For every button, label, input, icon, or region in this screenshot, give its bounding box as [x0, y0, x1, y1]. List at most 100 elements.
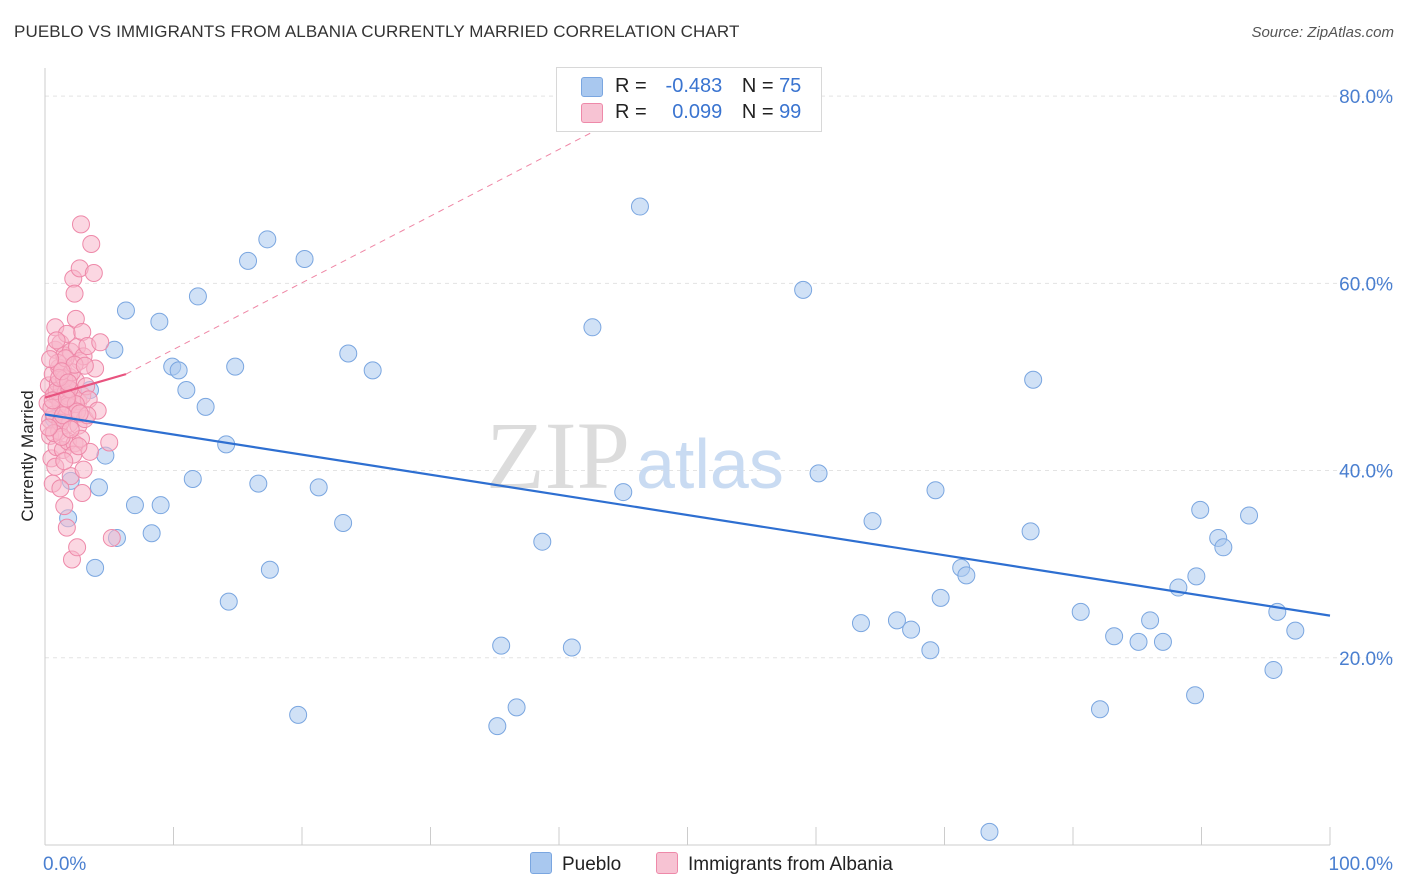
- series-legend-pueblo[interactable]: Pueblo: [530, 852, 621, 876]
- pueblo-point: [614, 483, 633, 502]
- albania-point: [68, 538, 87, 557]
- y-tick-label: 80.0%: [1339, 87, 1393, 108]
- pueblo-point: [1153, 632, 1172, 651]
- pueblo-point: [151, 496, 170, 515]
- pueblo-point: [116, 301, 135, 320]
- albania-point: [84, 264, 103, 283]
- albania-point: [57, 518, 76, 537]
- albania-swatch: [581, 102, 603, 123]
- y-tick-label: 40.0%: [1339, 462, 1393, 483]
- pueblo-point: [1090, 700, 1109, 719]
- pueblo-point: [169, 361, 188, 380]
- pueblo-point: [260, 560, 279, 579]
- pueblo-point: [188, 287, 207, 306]
- albania-point: [74, 460, 93, 479]
- pueblo-point: [142, 524, 161, 543]
- series-legend-albania[interactable]: Immigrants from Albania: [656, 852, 893, 876]
- watermark-atlas: atlas: [636, 425, 784, 503]
- albania-point: [71, 215, 90, 234]
- series-legend-pueblo-label: Pueblo: [562, 854, 622, 875]
- watermark: ZIP atlas: [486, 402, 784, 509]
- tick-labels: 20.0% 40.0% 60.0% 80.0% 0.0% 100.0%: [43, 87, 1393, 875]
- pueblo-point: [902, 620, 921, 639]
- legend-r-label: R =: [615, 75, 647, 97]
- pueblo-point: [630, 197, 649, 216]
- legend-r-value: -0.483: [665, 75, 723, 97]
- pueblo-point: [533, 532, 552, 551]
- pueblo-point: [289, 705, 308, 724]
- pueblo-point: [809, 464, 828, 483]
- albania-point: [100, 433, 119, 452]
- pueblo-point: [249, 474, 268, 493]
- pueblo-point: [196, 397, 215, 416]
- legend-row-pueblo: R = -0.483 N = 75: [581, 75, 801, 99]
- pueblo-point: [957, 566, 976, 585]
- pueblo-point: [488, 717, 507, 736]
- pueblo-point: [89, 478, 108, 497]
- pueblo-point: [1187, 567, 1206, 586]
- x-tick-label-max: 100.0%: [1329, 854, 1394, 875]
- y-tick-label: 20.0%: [1339, 649, 1393, 670]
- pueblo-point: [105, 340, 124, 359]
- pueblo-point: [334, 513, 353, 532]
- pueblo-point: [258, 230, 277, 249]
- legend-n-value: 99: [779, 101, 802, 123]
- pueblo-point: [239, 251, 258, 270]
- grid-lines: [45, 95, 1393, 659]
- pueblo-point: [309, 478, 328, 497]
- pueblo-point: [1024, 370, 1043, 389]
- pueblo-point: [863, 512, 882, 531]
- albania-trend-extension: [125, 95, 663, 375]
- pueblo-point: [583, 318, 602, 337]
- albania-point: [39, 418, 58, 437]
- albania-point: [70, 404, 89, 423]
- pueblo-point: [1141, 611, 1160, 630]
- pueblo-swatch: [581, 76, 603, 97]
- pueblo-point: [183, 469, 202, 488]
- albania-point: [61, 420, 80, 439]
- pueblo-point: [507, 698, 526, 717]
- pueblo-trend-line: [44, 413, 1331, 617]
- albania-point: [41, 350, 60, 369]
- chart-title: PUEBLO VS IMMIGRANTS FROM ALBANIA CURREN…: [14, 22, 740, 41]
- correlation-legend: R = -0.483 N = 75 R = 0.099 N = 99: [556, 67, 822, 132]
- pueblo-point: [492, 636, 511, 655]
- legend-r-value: 0.099: [672, 101, 723, 123]
- pueblo-point: [219, 592, 238, 611]
- pueblo-point: [794, 280, 813, 299]
- pueblo-point: [1286, 621, 1305, 640]
- pueblo-point: [1071, 602, 1090, 621]
- pueblo-point: [926, 481, 945, 500]
- albania-point: [51, 479, 70, 498]
- albania-point: [69, 437, 88, 456]
- pueblo-point: [295, 249, 314, 268]
- pueblo-point: [887, 611, 906, 630]
- albania-point: [102, 528, 121, 547]
- pueblo-point: [1264, 660, 1283, 679]
- pueblo-point: [1240, 506, 1259, 525]
- albania-point: [82, 234, 101, 253]
- pueblo-point: [1191, 500, 1210, 519]
- legend-r-label: R =: [615, 101, 647, 123]
- pueblo-legend-swatch: [530, 852, 552, 874]
- legend-n-label: N =: [741, 101, 774, 123]
- legend-n-label: N =: [741, 75, 774, 97]
- albania-point: [55, 497, 74, 516]
- pueblo-point: [86, 558, 105, 577]
- series-legend: Pueblo Immigrants from Albania: [0, 852, 1406, 878]
- y-tick-label: 60.0%: [1339, 274, 1393, 295]
- legend-row-albania: R = 0.099 N = 99: [581, 101, 801, 125]
- x-tick-label-min: 0.0%: [43, 854, 86, 875]
- pueblo-point: [851, 614, 870, 633]
- albania-point: [73, 484, 92, 503]
- albania-trend-line: [44, 373, 127, 399]
- pueblo-point: [1021, 522, 1040, 541]
- albania-point: [55, 452, 74, 471]
- pueblo-point: [125, 496, 144, 515]
- pueblo-point: [931, 588, 950, 607]
- albania-point: [65, 284, 84, 303]
- pueblo-point: [339, 344, 358, 363]
- pueblo-point: [150, 312, 169, 331]
- pueblo-point: [1214, 538, 1233, 557]
